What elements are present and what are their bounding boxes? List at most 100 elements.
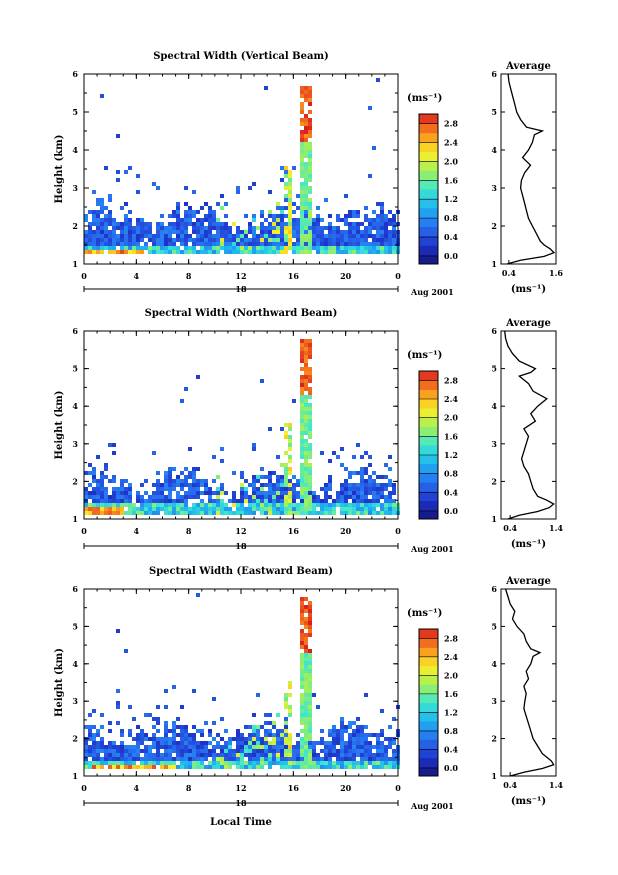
- heatmap-cell: [288, 230, 292, 234]
- heatmap-cell: [292, 166, 296, 170]
- heatmap-cell: [300, 90, 304, 94]
- heatmap-cell: [188, 234, 192, 238]
- heatmap-cell: [320, 511, 324, 515]
- heatmap-cell: [92, 503, 96, 507]
- heatmap-cell: [268, 491, 272, 495]
- heatmap-cell: [112, 246, 116, 250]
- heatmap-cell: [180, 471, 184, 475]
- heatmap-cell: [236, 238, 240, 242]
- heatmap-cell: [320, 226, 324, 230]
- heatmap-cell: [352, 491, 356, 495]
- heatmap-cell: [356, 483, 360, 487]
- heatmap-cell: [140, 503, 144, 507]
- heatmap-cell: [176, 250, 180, 254]
- heatmap-cell: [196, 226, 200, 230]
- heatmap-cell: [176, 475, 180, 479]
- heatmap-cell: [316, 246, 320, 250]
- heatmap-cell: [108, 729, 112, 733]
- heatmap-cell: [304, 411, 308, 415]
- heatmap-cell: [308, 689, 312, 693]
- heatmap-cell: [340, 238, 344, 242]
- y-tick-label: 5: [72, 364, 78, 374]
- heatmap-cell: [332, 511, 336, 515]
- heatmap-cell: [304, 399, 308, 403]
- heatmap-cell: [168, 246, 172, 250]
- heatmap-cell: [188, 222, 192, 226]
- heatmap-cell: [368, 174, 372, 178]
- heatmap-cell: [272, 238, 276, 242]
- heatmap-cell: [284, 479, 288, 483]
- heatmap-cell: [244, 761, 248, 765]
- heatmap-cell: [132, 507, 136, 511]
- heatmap-cell: [248, 246, 252, 250]
- heatmap-cell: [304, 142, 308, 146]
- heatmap-cell: [100, 507, 104, 511]
- average-x-tick-label: 1.6: [549, 268, 563, 278]
- heatmap-cell: [144, 499, 148, 503]
- heatmap-cell: [304, 713, 308, 717]
- heatmap-cell: [356, 242, 360, 246]
- heatmap-cell: [84, 214, 88, 218]
- heatmap-cell: [296, 753, 300, 757]
- heatmap-cell: [300, 118, 304, 122]
- heatmap-cell: [304, 741, 308, 745]
- y-tick-label: 6: [72, 584, 78, 594]
- colorbar-segment: [419, 702, 438, 713]
- heatmap-cell: [152, 725, 156, 729]
- heatmap-cell: [360, 729, 364, 733]
- colorbar-segment: [419, 454, 438, 464]
- average-frame: [500, 330, 557, 520]
- heatmap-cell: [304, 226, 308, 230]
- heatmap-cell: [284, 182, 288, 186]
- heatmap-cell: [340, 499, 344, 503]
- heatmap-cell: [124, 230, 128, 234]
- heatmap-cell: [308, 467, 312, 471]
- heatmap-cell: [112, 495, 116, 499]
- heatmap-cell: [244, 234, 248, 238]
- heatmap-cell: [352, 226, 356, 230]
- heatmap-cell: [128, 234, 132, 238]
- heatmap-cell: [300, 673, 304, 677]
- heatmap-cell: [320, 242, 324, 246]
- heatmap-cell: [136, 246, 140, 250]
- heatmap-cell: [240, 250, 244, 254]
- heatmap-cell: [380, 765, 384, 769]
- heatmap-cell: [252, 741, 256, 745]
- heatmap-cell: [224, 242, 228, 246]
- heatmap-cell: [136, 757, 140, 761]
- heatmap-cell: [308, 657, 312, 661]
- x-axis-label: Local Time: [210, 817, 272, 828]
- heatmap-cell: [96, 503, 100, 507]
- heatmap-cell: [180, 479, 184, 483]
- heatmap-cell: [264, 511, 268, 515]
- heatmap-cell: [296, 246, 300, 250]
- heatmap-cell: [104, 499, 108, 503]
- heatmap-cell: [308, 653, 312, 657]
- heatmap-cell: [136, 222, 140, 226]
- heatmap-cell: [336, 250, 340, 254]
- heatmap-cell: [196, 729, 200, 733]
- heatmap-cell: [204, 246, 208, 250]
- heatmap-cell: [216, 507, 220, 511]
- heatmap-cell: [220, 246, 224, 250]
- heatmap-cell: [128, 238, 132, 242]
- heatmap-cell: [352, 495, 356, 499]
- heatmap-cell: [280, 214, 284, 218]
- heatmap-cell: [196, 507, 200, 511]
- heatmap-cell: [300, 86, 304, 90]
- heatmap-cell: [300, 641, 304, 645]
- heatmap-cell: [336, 218, 340, 222]
- heatmap-cell: [308, 681, 312, 685]
- y-axis-label: Height (km): [54, 135, 65, 204]
- heatmap-cell: [356, 222, 360, 226]
- heatmap-cell: [340, 463, 344, 467]
- heatmap-cell: [288, 705, 292, 709]
- heatmap-cell: [112, 511, 116, 515]
- heatmap-cell: [316, 757, 320, 761]
- heatmap-cell: [328, 761, 332, 765]
- colorbar-segment: [419, 730, 438, 740]
- heatmap-cell: [260, 214, 264, 218]
- heatmap-cell: [308, 633, 312, 637]
- heatmap-cell: [304, 483, 308, 487]
